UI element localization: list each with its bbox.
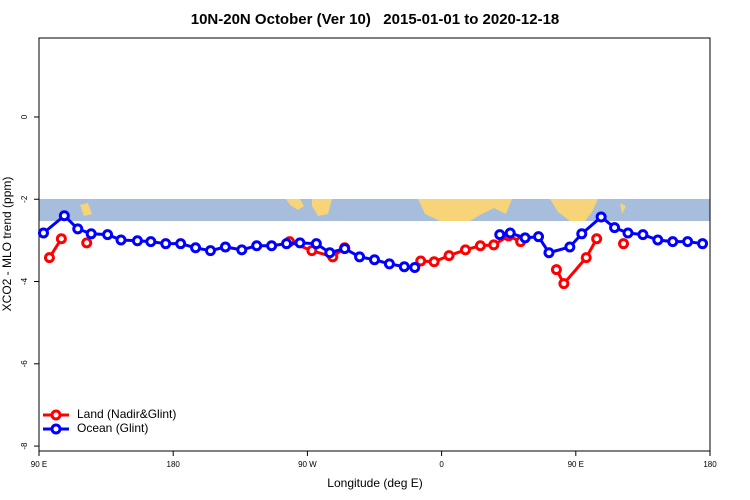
point — [43, 252, 55, 264]
point — [81, 237, 93, 249]
x-tick-label: 90 W — [298, 460, 317, 469]
point — [558, 278, 570, 290]
legend-marker — [50, 409, 62, 421]
point — [533, 231, 545, 243]
point — [622, 227, 634, 239]
legend-label: Ocean (Glint) — [77, 421, 148, 435]
map-band — [39, 199, 710, 221]
point — [354, 251, 366, 263]
x-tick-label: 90 E — [568, 460, 584, 469]
point — [72, 223, 84, 235]
point — [580, 252, 592, 264]
point — [595, 211, 607, 223]
y-tick-label: -4 — [20, 277, 29, 285]
x-tick-label: 180 — [703, 460, 717, 469]
point — [281, 238, 293, 250]
point — [204, 245, 216, 257]
point — [266, 240, 278, 252]
point — [58, 210, 70, 222]
point — [550, 264, 562, 276]
point — [618, 238, 630, 250]
point — [251, 240, 263, 252]
point — [115, 234, 127, 246]
point — [160, 238, 172, 250]
point — [488, 239, 500, 251]
y-tick-label: -2 — [20, 195, 29, 203]
point — [609, 222, 621, 234]
point — [383, 258, 395, 270]
point — [591, 233, 603, 245]
point — [459, 244, 471, 256]
point — [697, 238, 709, 250]
land-shape — [80, 199, 626, 221]
legend-label: Land (Nadir&Glint) — [77, 407, 176, 421]
point — [652, 234, 664, 246]
point — [85, 228, 97, 240]
point — [409, 262, 421, 274]
point — [504, 227, 516, 239]
y-tick-label: 0 — [20, 114, 29, 119]
y-tick-label: -6 — [20, 360, 29, 368]
point — [294, 237, 306, 249]
point — [415, 255, 427, 267]
x-tick-label: 180 — [167, 460, 181, 469]
point — [219, 241, 231, 253]
point — [682, 236, 694, 248]
point — [443, 250, 455, 262]
point — [398, 261, 410, 273]
point — [494, 229, 506, 241]
series — [37, 210, 709, 274]
point — [55, 233, 67, 245]
x-tick-label: 0 — [439, 460, 444, 469]
point — [190, 242, 202, 254]
point — [564, 241, 576, 253]
point — [519, 232, 531, 244]
legend-marker — [50, 423, 62, 435]
point — [428, 256, 440, 268]
y-tick-label: -8 — [20, 442, 29, 450]
x-tick-label: 90 E — [31, 460, 47, 469]
point — [37, 227, 49, 239]
y-axis-label: XCO2 - MLO trend (ppm) — [0, 177, 14, 312]
point — [131, 235, 143, 247]
point — [543, 247, 555, 259]
point — [474, 240, 486, 252]
point — [145, 236, 157, 248]
point — [369, 254, 380, 266]
plot-frame — [38, 37, 711, 452]
point — [236, 244, 248, 256]
legend: Land (Nadir&Glint)Ocean (Glint) — [43, 407, 176, 435]
chart-title: 10N-20N October (Ver 10) 2015-01-01 to 2… — [191, 11, 560, 28]
ocean-band — [39, 199, 710, 221]
point — [667, 236, 679, 248]
point — [339, 243, 351, 255]
point — [310, 238, 322, 250]
point — [576, 228, 588, 240]
point — [637, 229, 649, 241]
point — [324, 247, 336, 259]
x-axis-label: Longitude (deg E) — [327, 476, 422, 490]
point — [175, 238, 187, 250]
point — [102, 229, 114, 241]
